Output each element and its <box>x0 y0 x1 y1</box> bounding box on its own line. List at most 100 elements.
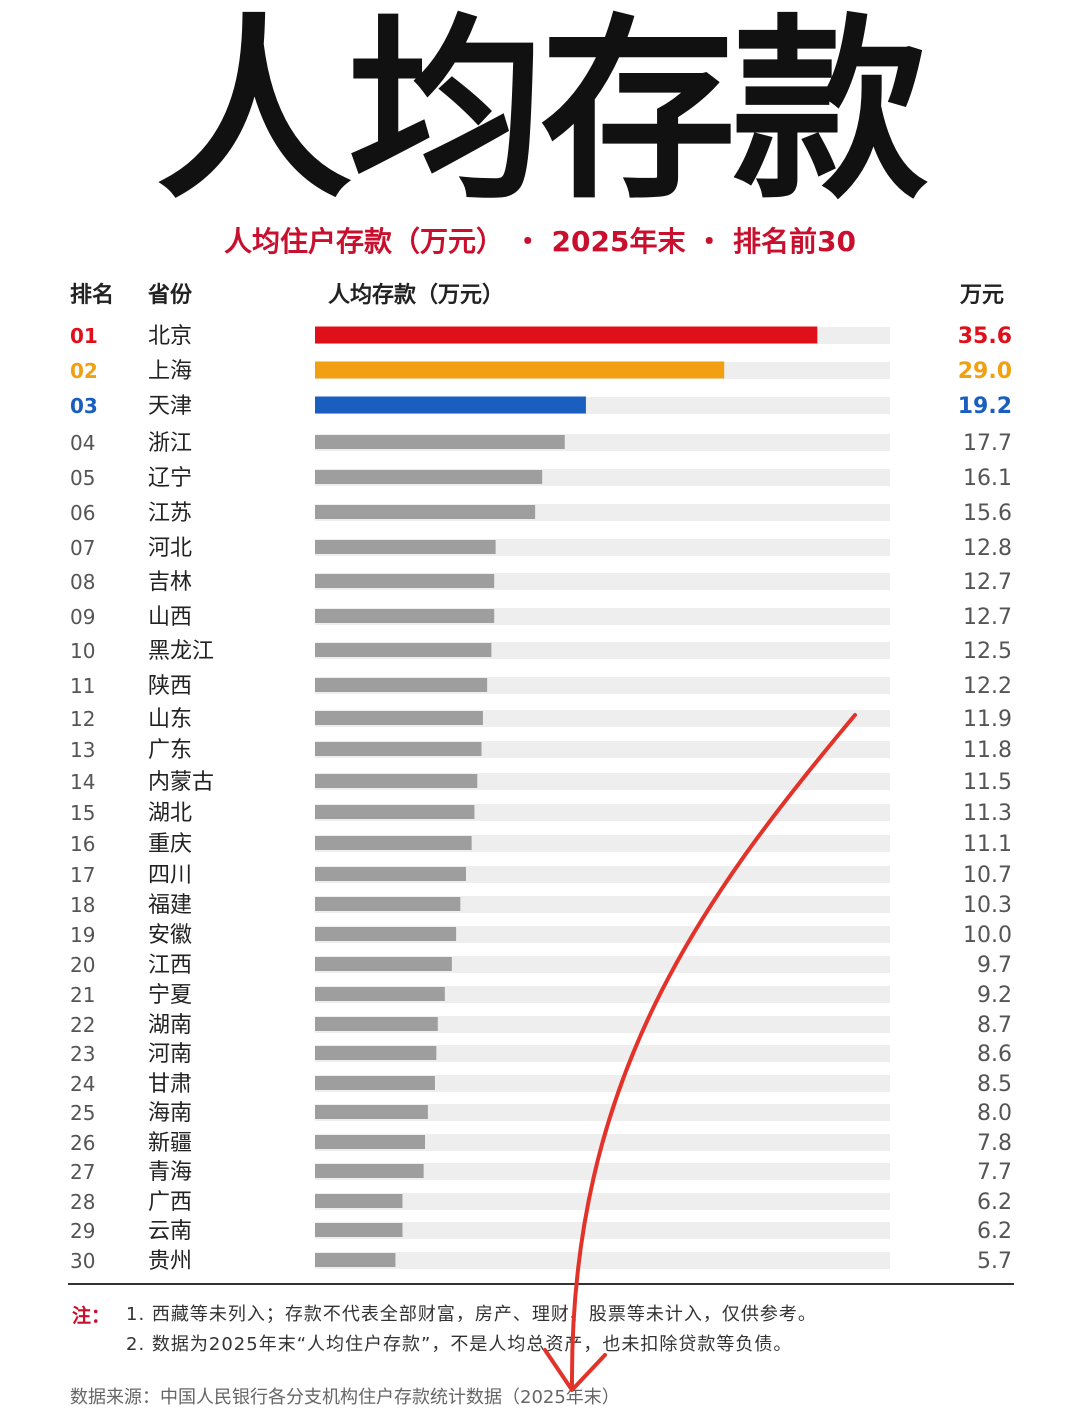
province-label-9: 山西 <box>148 605 192 630</box>
rank-label-24: 24 <box>70 1072 95 1096</box>
header-province: 省份 <box>148 283 193 308</box>
value-label-18: 10.3 <box>963 893 1012 918</box>
rank-label-28: 28 <box>70 1190 95 1214</box>
value-label-9: 12.7 <box>963 605 1012 630</box>
province-label-22: 湖南 <box>148 1013 192 1038</box>
rank-label-27: 27 <box>70 1160 95 1184</box>
province-label-28: 广西 <box>148 1190 192 1215</box>
bar-4 <box>315 435 565 449</box>
rank-label-9: 09 <box>70 605 95 629</box>
province-label-15: 湖北 <box>148 801 192 826</box>
bar-13 <box>315 742 482 756</box>
bar-22 <box>315 1017 438 1031</box>
rank-label-10: 10 <box>70 639 95 663</box>
value-label-20: 9.7 <box>977 953 1012 978</box>
value-label-1: 35.6 <box>958 324 1012 349</box>
rank-label-2: 02 <box>70 359 98 383</box>
rank-label-21: 21 <box>70 983 95 1007</box>
province-label-11: 陕西 <box>148 674 192 699</box>
rank-label-12: 12 <box>70 707 95 731</box>
province-label-19: 安徽 <box>148 923 192 948</box>
value-label-15: 11.3 <box>963 801 1012 826</box>
rank-label-29: 29 <box>70 1219 95 1243</box>
bar-2 <box>315 361 725 379</box>
bar-6 <box>315 505 536 519</box>
province-label-8: 吉林 <box>148 570 192 595</box>
province-label-5: 辽宁 <box>148 466 192 491</box>
bar-5 <box>315 470 543 484</box>
rank-label-19: 19 <box>70 923 95 947</box>
province-label-12: 山东 <box>148 707 192 732</box>
province-label-10: 黑龙江 <box>148 639 214 664</box>
value-label-29: 6.2 <box>977 1219 1012 1244</box>
rank-label-25: 25 <box>70 1101 95 1125</box>
bar-27 <box>315 1164 424 1178</box>
rank-label-23: 23 <box>70 1042 95 1066</box>
value-label-7: 12.8 <box>963 536 1012 561</box>
value-label-8: 12.7 <box>963 570 1012 595</box>
province-label-6: 江苏 <box>148 501 192 526</box>
bar-14 <box>315 774 478 788</box>
bar-track-30 <box>315 1252 890 1269</box>
bar-17 <box>315 867 466 881</box>
province-label-1: 北京 <box>148 324 192 349</box>
value-label-26: 7.8 <box>977 1131 1012 1156</box>
rank-label-3: 03 <box>70 394 98 418</box>
header-rank: 排名 <box>70 283 115 308</box>
bar-9 <box>315 609 495 623</box>
header-unit: 万元 <box>960 283 1005 308</box>
value-label-4: 17.7 <box>963 431 1012 456</box>
bar-18 <box>315 897 461 911</box>
province-label-7: 河北 <box>148 536 192 561</box>
rank-label-16: 16 <box>70 832 95 856</box>
rank-label-7: 07 <box>70 536 95 560</box>
bar-12 <box>315 711 483 725</box>
bar-30 <box>315 1253 396 1267</box>
rank-label-30: 30 <box>70 1249 95 1273</box>
value-label-22: 8.7 <box>977 1013 1012 1038</box>
value-label-24: 8.5 <box>977 1072 1012 1097</box>
rank-label-13: 13 <box>70 738 95 762</box>
value-label-14: 11.5 <box>963 770 1012 795</box>
province-label-29: 云南 <box>148 1219 192 1244</box>
rank-label-26: 26 <box>70 1131 95 1155</box>
rank-label-15: 15 <box>70 801 95 825</box>
bar-26 <box>315 1135 426 1149</box>
bar-23 <box>315 1046 437 1060</box>
province-label-25: 海南 <box>148 1101 192 1126</box>
province-label-30: 贵州 <box>148 1249 192 1274</box>
divider <box>68 1283 1014 1285</box>
value-label-10: 12.5 <box>963 639 1012 664</box>
rank-label-17: 17 <box>70 863 95 887</box>
bar-8 <box>315 574 495 588</box>
province-label-21: 宁夏 <box>148 983 192 1008</box>
value-label-12: 11.9 <box>963 707 1012 732</box>
notes-label: 注： <box>72 1305 111 1327</box>
value-label-5: 16.1 <box>963 466 1012 491</box>
bar-24 <box>315 1076 435 1090</box>
value-label-17: 10.7 <box>963 863 1012 888</box>
value-label-25: 8.0 <box>977 1101 1012 1126</box>
bar-25 <box>315 1105 428 1119</box>
province-label-18: 福建 <box>148 893 192 918</box>
note-line-2: 2. 数据为2025年末“人均住户存款”，不是人均总资产，也未扣除贷款等负债。 <box>126 1334 793 1355</box>
province-label-2: 上海 <box>148 359 192 384</box>
rank-label-8: 08 <box>70 570 95 594</box>
province-label-20: 江西 <box>148 953 192 978</box>
value-label-30: 5.7 <box>977 1249 1012 1274</box>
bar-21 <box>315 987 445 1001</box>
rank-label-5: 05 <box>70 466 95 490</box>
bar-16 <box>315 836 472 850</box>
rank-label-6: 06 <box>70 501 95 525</box>
value-label-28: 6.2 <box>977 1190 1012 1215</box>
bar-20 <box>315 957 452 971</box>
province-label-17: 四川 <box>148 863 192 888</box>
value-label-13: 11.8 <box>963 738 1012 763</box>
rank-label-14: 14 <box>70 770 95 794</box>
bar-3 <box>315 396 586 414</box>
bar-19 <box>315 927 457 941</box>
bar-1 <box>315 326 818 344</box>
value-label-21: 9.2 <box>977 983 1012 1008</box>
rank-label-11: 11 <box>70 674 95 698</box>
